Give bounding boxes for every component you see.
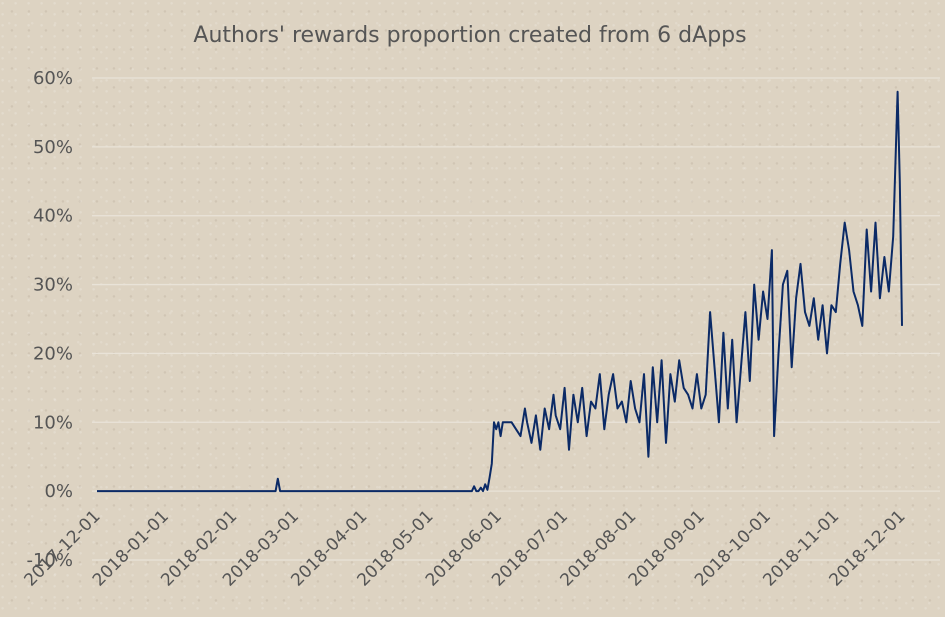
y-tick-label: -10% <box>26 550 73 571</box>
series-line <box>97 90 903 493</box>
y-tick-label: 60% <box>33 68 73 89</box>
y-tick-label: 10% <box>33 412 73 433</box>
y-tick-label: 50% <box>33 137 73 158</box>
x-axis-tick-labels: 2017-12-012018-01-012018-02-012018-03-01… <box>21 507 910 591</box>
y-tick-label: 40% <box>33 206 73 227</box>
y-tick-label: 20% <box>33 343 73 364</box>
gridlines <box>92 77 940 561</box>
y-tick-label: 30% <box>33 275 73 296</box>
series-group <box>97 90 903 493</box>
y-tick-label: 0% <box>44 481 73 502</box>
chart-title: Authors' rewards proportion created from… <box>193 23 746 48</box>
y-axis-tick-labels: -10% 0% 10% 20% 30% 40% 50% 60% <box>26 68 73 571</box>
